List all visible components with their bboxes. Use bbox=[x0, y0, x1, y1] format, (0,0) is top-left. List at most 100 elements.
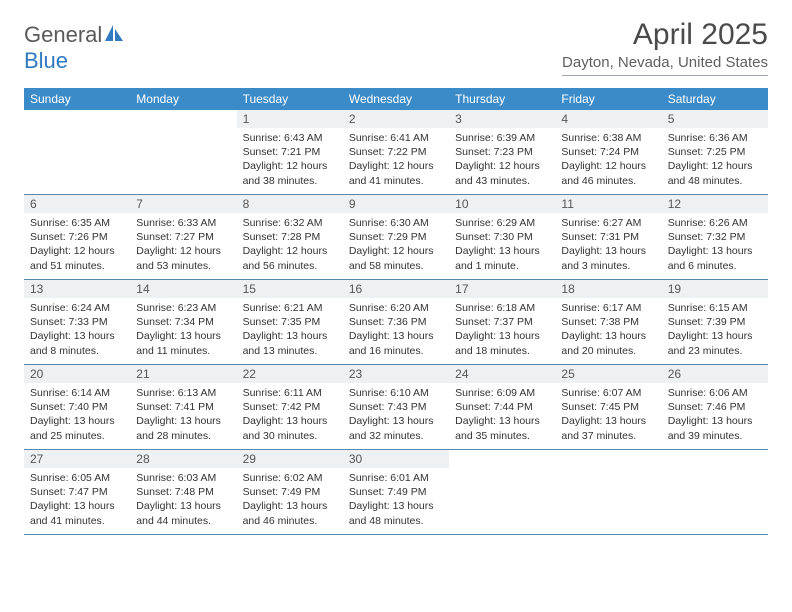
calendar-day-header: Sunday Monday Tuesday Wednesday Thursday… bbox=[24, 88, 768, 110]
day-daylight1: Daylight: 12 hours bbox=[455, 159, 549, 173]
day-cell: 13Sunrise: 6:24 AMSunset: 7:33 PMDayligh… bbox=[24, 280, 130, 364]
day-sunrise: Sunrise: 6:15 AM bbox=[668, 301, 762, 315]
day-body: Sunrise: 6:29 AMSunset: 7:30 PMDaylight:… bbox=[449, 213, 555, 279]
day-number: 9 bbox=[343, 195, 449, 213]
day-body: Sunrise: 6:02 AMSunset: 7:49 PMDaylight:… bbox=[237, 468, 343, 534]
day-daylight1: Daylight: 13 hours bbox=[668, 414, 762, 428]
day-body: Sunrise: 6:21 AMSunset: 7:35 PMDaylight:… bbox=[237, 298, 343, 364]
day-body: Sunrise: 6:03 AMSunset: 7:48 PMDaylight:… bbox=[130, 468, 236, 534]
day-sunrise: Sunrise: 6:43 AM bbox=[243, 131, 337, 145]
day-sunset: Sunset: 7:41 PM bbox=[136, 400, 230, 414]
day-daylight1: Daylight: 13 hours bbox=[455, 329, 549, 343]
day-sunrise: Sunrise: 6:11 AM bbox=[243, 386, 337, 400]
day-daylight2: and 48 minutes. bbox=[668, 174, 762, 188]
day-cell: 22Sunrise: 6:11 AMSunset: 7:42 PMDayligh… bbox=[237, 365, 343, 449]
day-daylight1: Daylight: 13 hours bbox=[30, 499, 124, 513]
day-sunset: Sunset: 7:48 PM bbox=[136, 485, 230, 499]
day-number: 7 bbox=[130, 195, 236, 213]
day-sunset: Sunset: 7:47 PM bbox=[30, 485, 124, 499]
day-body: Sunrise: 6:06 AMSunset: 7:46 PMDaylight:… bbox=[662, 383, 768, 449]
day-body: Sunrise: 6:17 AMSunset: 7:38 PMDaylight:… bbox=[555, 298, 661, 364]
day-sunrise: Sunrise: 6:23 AM bbox=[136, 301, 230, 315]
day-sunrise: Sunrise: 6:13 AM bbox=[136, 386, 230, 400]
day-cell: 15Sunrise: 6:21 AMSunset: 7:35 PMDayligh… bbox=[237, 280, 343, 364]
day-body: Sunrise: 6:38 AMSunset: 7:24 PMDaylight:… bbox=[555, 128, 661, 194]
day-number: 2 bbox=[343, 110, 449, 128]
day-number: 28 bbox=[130, 450, 236, 468]
day-sunset: Sunset: 7:22 PM bbox=[349, 145, 443, 159]
day-daylight2: and 23 minutes. bbox=[668, 344, 762, 358]
day-sunset: Sunset: 7:36 PM bbox=[349, 315, 443, 329]
day-number: 16 bbox=[343, 280, 449, 298]
day-sunrise: Sunrise: 6:33 AM bbox=[136, 216, 230, 230]
day-number: 30 bbox=[343, 450, 449, 468]
day-daylight1: Daylight: 13 hours bbox=[243, 414, 337, 428]
day-daylight1: Daylight: 12 hours bbox=[668, 159, 762, 173]
day-sunrise: Sunrise: 6:09 AM bbox=[455, 386, 549, 400]
day-daylight2: and 6 minutes. bbox=[668, 259, 762, 273]
day-header-monday: Monday bbox=[130, 88, 236, 110]
day-sunset: Sunset: 7:28 PM bbox=[243, 230, 337, 244]
day-cell: 1Sunrise: 6:43 AMSunset: 7:21 PMDaylight… bbox=[237, 110, 343, 194]
day-cell: 19Sunrise: 6:15 AMSunset: 7:39 PMDayligh… bbox=[662, 280, 768, 364]
day-sunset: Sunset: 7:35 PM bbox=[243, 315, 337, 329]
day-number: 3 bbox=[449, 110, 555, 128]
day-sunrise: Sunrise: 6:03 AM bbox=[136, 471, 230, 485]
day-cell: 21Sunrise: 6:13 AMSunset: 7:41 PMDayligh… bbox=[130, 365, 236, 449]
title-block: April 2025 Dayton, Nevada, United States bbox=[562, 18, 768, 76]
day-sunrise: Sunrise: 6:02 AM bbox=[243, 471, 337, 485]
day-sunrise: Sunrise: 6:36 AM bbox=[668, 131, 762, 145]
sail-icon bbox=[104, 24, 124, 42]
day-body: Sunrise: 6:33 AMSunset: 7:27 PMDaylight:… bbox=[130, 213, 236, 279]
day-number: 6 bbox=[24, 195, 130, 213]
day-sunset: Sunset: 7:38 PM bbox=[561, 315, 655, 329]
day-daylight2: and 46 minutes. bbox=[243, 514, 337, 528]
day-cell: 26Sunrise: 6:06 AMSunset: 7:46 PMDayligh… bbox=[662, 365, 768, 449]
day-number: 5 bbox=[662, 110, 768, 128]
day-number: 27 bbox=[24, 450, 130, 468]
day-sunset: Sunset: 7:25 PM bbox=[668, 145, 762, 159]
day-sunrise: Sunrise: 6:20 AM bbox=[349, 301, 443, 315]
day-sunrise: Sunrise: 6:29 AM bbox=[455, 216, 549, 230]
day-number: 20 bbox=[24, 365, 130, 383]
day-sunset: Sunset: 7:26 PM bbox=[30, 230, 124, 244]
day-sunset: Sunset: 7:43 PM bbox=[349, 400, 443, 414]
day-body: Sunrise: 6:11 AMSunset: 7:42 PMDaylight:… bbox=[237, 383, 343, 449]
day-daylight2: and 44 minutes. bbox=[136, 514, 230, 528]
day-number: 18 bbox=[555, 280, 661, 298]
day-daylight2: and 37 minutes. bbox=[561, 429, 655, 443]
day-daylight1: Daylight: 13 hours bbox=[349, 414, 443, 428]
day-daylight1: Daylight: 13 hours bbox=[561, 244, 655, 258]
day-sunrise: Sunrise: 6:30 AM bbox=[349, 216, 443, 230]
day-sunset: Sunset: 7:27 PM bbox=[136, 230, 230, 244]
calendar-weeks: 1Sunrise: 6:43 AMSunset: 7:21 PMDaylight… bbox=[24, 110, 768, 535]
day-body: Sunrise: 6:41 AMSunset: 7:22 PMDaylight:… bbox=[343, 128, 449, 194]
day-cell: 6Sunrise: 6:35 AMSunset: 7:26 PMDaylight… bbox=[24, 195, 130, 279]
day-body: Sunrise: 6:32 AMSunset: 7:28 PMDaylight:… bbox=[237, 213, 343, 279]
day-sunset: Sunset: 7:42 PM bbox=[243, 400, 337, 414]
logo: GeneralBlue bbox=[24, 22, 124, 74]
day-daylight1: Daylight: 13 hours bbox=[243, 329, 337, 343]
day-body: Sunrise: 6:36 AMSunset: 7:25 PMDaylight:… bbox=[662, 128, 768, 194]
day-sunrise: Sunrise: 6:41 AM bbox=[349, 131, 443, 145]
day-body: Sunrise: 6:35 AMSunset: 7:26 PMDaylight:… bbox=[24, 213, 130, 279]
day-number: 1 bbox=[237, 110, 343, 128]
day-cell: 23Sunrise: 6:10 AMSunset: 7:43 PMDayligh… bbox=[343, 365, 449, 449]
day-cell: 5Sunrise: 6:36 AMSunset: 7:25 PMDaylight… bbox=[662, 110, 768, 194]
day-daylight1: Daylight: 13 hours bbox=[30, 329, 124, 343]
day-sunrise: Sunrise: 6:26 AM bbox=[668, 216, 762, 230]
day-sunset: Sunset: 7:49 PM bbox=[349, 485, 443, 499]
day-cell: 2Sunrise: 6:41 AMSunset: 7:22 PMDaylight… bbox=[343, 110, 449, 194]
day-daylight2: and 8 minutes. bbox=[30, 344, 124, 358]
day-cell: 24Sunrise: 6:09 AMSunset: 7:44 PMDayligh… bbox=[449, 365, 555, 449]
day-cell: 29Sunrise: 6:02 AMSunset: 7:49 PMDayligh… bbox=[237, 450, 343, 534]
day-daylight2: and 43 minutes. bbox=[455, 174, 549, 188]
day-cell: 9Sunrise: 6:30 AMSunset: 7:29 PMDaylight… bbox=[343, 195, 449, 279]
day-daylight1: Daylight: 12 hours bbox=[243, 244, 337, 258]
day-sunset: Sunset: 7:34 PM bbox=[136, 315, 230, 329]
calendar-week: 13Sunrise: 6:24 AMSunset: 7:33 PMDayligh… bbox=[24, 280, 768, 365]
day-number: 4 bbox=[555, 110, 661, 128]
day-number: 12 bbox=[662, 195, 768, 213]
day-sunset: Sunset: 7:24 PM bbox=[561, 145, 655, 159]
day-daylight1: Daylight: 12 hours bbox=[349, 244, 443, 258]
